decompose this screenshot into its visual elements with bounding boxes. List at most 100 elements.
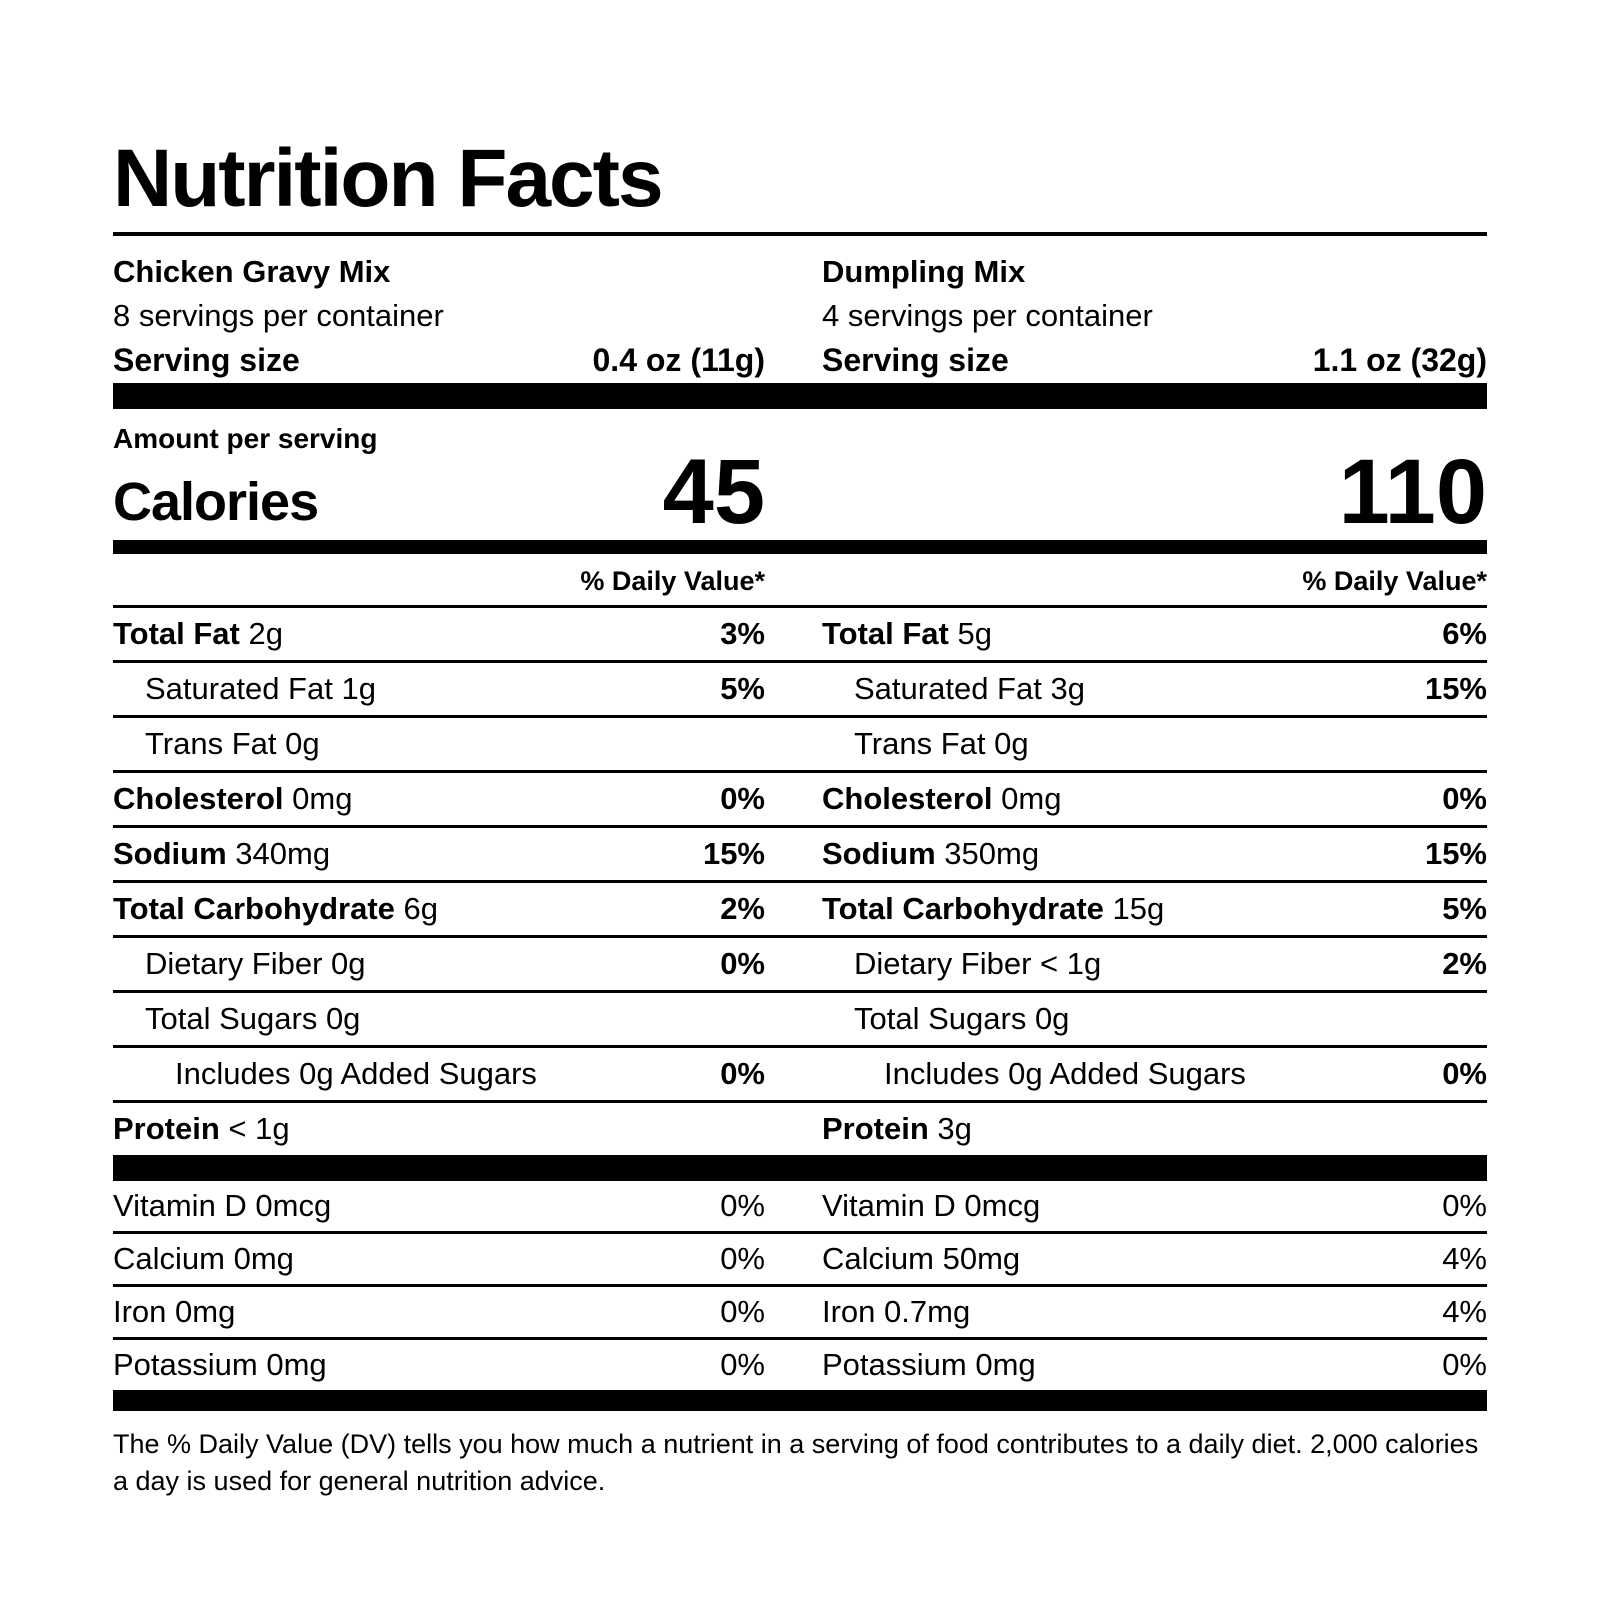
nutrient-row-right: Total Carbohydrate 15g 5% [822, 891, 1487, 927]
column-gap [765, 836, 822, 872]
nutrient-text: Total Carbohydrate 15g [822, 890, 1165, 926]
daily-value-footnote: The % Daily Value (DV) tells you how muc… [113, 1428, 1479, 1496]
serving-info-section: Chicken Gravy Mix 8 servings per contain… [113, 236, 1487, 383]
daily-value: 0% [720, 1346, 765, 1382]
nutrient-name: Potassium [822, 1346, 967, 1382]
product-name-left: Chicken Gravy Mix [113, 254, 391, 289]
nutrient-row-left: Protein < 1g [113, 1111, 765, 1147]
column-gap [765, 1001, 822, 1037]
serving-size-row-left: Serving size 0.4 oz (11g) [113, 337, 765, 383]
nutrient-name: Includes 0g Added Sugars [175, 1055, 537, 1091]
column-gap [765, 1347, 822, 1383]
nutrient-text: Cholesterol 0mg [113, 780, 353, 816]
daily-value: 15% [1424, 835, 1487, 871]
column-gap [765, 1111, 822, 1147]
nutrient-name: Sodium [113, 835, 227, 871]
nutrient-row: Includes 0g Added Sugars 0% Includes 0g Ad… [113, 1048, 1487, 1103]
column-gap [765, 1294, 822, 1330]
nutrient-text: Total Fat 2g [113, 615, 283, 651]
nutrient-text: Saturated Fat 3g [854, 670, 1085, 706]
column-gap [765, 946, 822, 982]
calories-divider [113, 539, 1487, 554]
nutrient-text: Dietary Fiber < 1g [854, 945, 1102, 981]
vitamin-row: Vitamin D 0mcg 0% Vitamin D 0mcg 0% [113, 1181, 1487, 1234]
nutrient-row-right: Includes 0g Added Sugars 0% [822, 1056, 1487, 1092]
nutrition-facts-label: Nutrition Facts Chicken Gravy Mix 8 serv… [113, 138, 1487, 1500]
daily-value-header-left: % Daily Value* [580, 565, 765, 596]
nutrient-text: Potassium 0mg [113, 1346, 327, 1382]
nutrient-row-right: Sodium 350mg 15% [822, 836, 1487, 872]
vitamin-row: Potassium 0mg 0% Potassium 0mg 0% [113, 1340, 1487, 1390]
nutrient-name: Vitamin D [113, 1187, 247, 1223]
nutrient-text: Includes 0g Added Sugars [822, 1056, 1246, 1092]
daily-value: 4% [1442, 1293, 1487, 1329]
nutrient-name: Cholesterol [113, 780, 284, 816]
nutrient-row-left: Trans Fat 0g [113, 726, 765, 762]
calories-value-right: 110 [1338, 441, 1487, 543]
nutrient-row: Total Carbohydrate 6g 2% Total Carbohydrat… [113, 883, 1487, 938]
nutrient-rows-section: Total Fat 2g 3% Total Fat 5g 6% Saturated Fa… [113, 608, 1487, 1155]
vitamin-row-right: Vitamin D 0mcg 0% [822, 1188, 1487, 1224]
daily-value: 3% [720, 615, 765, 651]
vitamin-row-left: Iron 0mg 0% [113, 1294, 765, 1330]
nutrient-row: Cholesterol 0mg 0% Cholesterol 0mg 0% [113, 773, 1487, 828]
label-title: Nutrition Facts [113, 133, 664, 224]
nutrient-name: Total Fat [113, 615, 240, 651]
daily-value: 5% [720, 670, 765, 706]
thick-divider-bottom [113, 1389, 1487, 1411]
nutrient-text: Total Carbohydrate 6g [113, 890, 439, 926]
nutrient-text: Cholesterol 0mg [822, 780, 1062, 816]
nutrient-name: Dietary Fiber [854, 945, 1032, 981]
nutrient-text: Saturated Fat 1g [145, 670, 376, 706]
serving-size-value-right: 1.1 oz (32g) [1312, 342, 1487, 378]
nutrient-name: Protein [113, 1110, 220, 1146]
column-gap [765, 891, 822, 927]
daily-value: 2% [720, 890, 765, 926]
nutrient-name: Sodium [822, 835, 936, 871]
vitamin-row-right: Calcium 50mg 4% [822, 1241, 1487, 1277]
nutrient-name: Trans Fat [145, 725, 277, 761]
nutrient-text: Sodium 350mg [822, 835, 1040, 871]
nutrient-text: Calcium 0mg [113, 1240, 294, 1276]
column-gap [765, 1241, 822, 1277]
daily-value: 0% [1442, 1055, 1487, 1091]
daily-value-header-row: % Daily Value* % Daily Value* [113, 554, 1487, 608]
nutrient-text: Protein < 1g [113, 1110, 290, 1146]
product-name-right: Dumpling Mix [822, 254, 1026, 289]
calories-label: Calories [113, 471, 319, 532]
nutrient-name: Vitamin D [822, 1187, 956, 1223]
nutrient-row: Total Sugars 0g Total Sugars 0g [113, 993, 1487, 1048]
daily-value: 5% [1442, 890, 1487, 926]
nutrient-text: Total Sugars 0g [145, 1000, 361, 1036]
nutrient-name: Iron [822, 1293, 876, 1329]
daily-value: 0% [1442, 1346, 1487, 1382]
nutrient-name: Total Sugars [854, 1000, 1027, 1036]
nutrient-row-right: Dietary Fiber < 1g 2% [822, 946, 1487, 982]
nutrient-name: Includes 0g Added Sugars [884, 1055, 1246, 1091]
daily-value: 0% [1442, 1187, 1487, 1223]
nutrient-name: Trans Fat [854, 725, 986, 761]
vitamin-row-right: Iron 0.7mg 4% [822, 1294, 1487, 1330]
daily-value: 15% [1424, 670, 1487, 706]
column-gap [765, 726, 822, 762]
nutrient-row: Saturated Fat 1g 5% Saturated Fat 3g 15% [113, 663, 1487, 718]
daily-value: 0% [720, 945, 765, 981]
thick-divider-protein [113, 1154, 1487, 1181]
daily-value: 4% [1442, 1240, 1487, 1276]
nutrient-name: Dietary Fiber [145, 945, 323, 981]
nutrient-name: Saturated Fat [145, 670, 333, 706]
nutrient-name: Saturated Fat [854, 670, 1042, 706]
nutrient-text: Total Sugars 0g [854, 1000, 1070, 1036]
nutrient-text: Calcium 50mg [822, 1240, 1021, 1276]
calories-right: 110 [822, 441, 1487, 543]
column-gap [765, 781, 822, 817]
nutrient-row: Dietary Fiber 0g 0% Dietary Fiber < 1g 2% [113, 938, 1487, 993]
nutrient-row-right: Total Sugars 0g [822, 1001, 1487, 1037]
nutrient-text: Trans Fat 0g [145, 725, 320, 761]
nutrient-row-right: Cholesterol 0mg 0% [822, 781, 1487, 817]
serving-info-left: Chicken Gravy Mix 8 servings per contain… [113, 236, 765, 383]
calories-row: Calories 45 110 [113, 441, 1487, 543]
daily-value: 15% [702, 835, 765, 871]
nutrient-text: Iron 0.7mg [822, 1293, 971, 1329]
nutrient-text: Potassium 0mg [822, 1346, 1036, 1382]
